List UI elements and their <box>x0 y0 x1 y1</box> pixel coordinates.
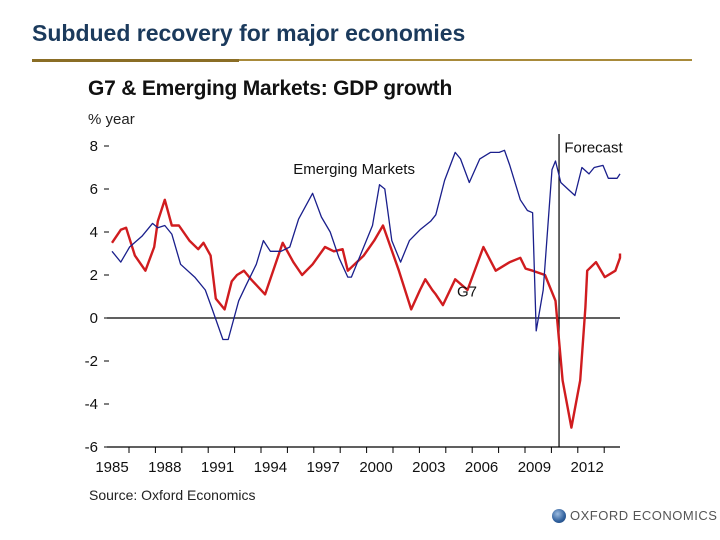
source-note: Source: Oxford Economics <box>89 487 256 503</box>
x-tick-label: 2012 <box>571 459 604 476</box>
x-tick-label: 1994 <box>254 459 287 476</box>
title-rule <box>32 59 692 61</box>
x-tick-label: 1997 <box>307 459 340 476</box>
title-rule-accent <box>32 59 239 62</box>
x-tick-label: 2006 <box>465 459 498 476</box>
x-axis: 1985 1988 1991 1994 1997 2000 2003 2006 2009 2012 <box>95 447 605 476</box>
y-tick-label: 4 <box>90 224 98 241</box>
annotation-forecast: Forecast <box>564 139 623 156</box>
x-tick-label: 1985 <box>95 459 128 476</box>
y-tick-label: -4 <box>85 396 98 413</box>
x-tick-label: 2003 <box>412 459 445 476</box>
series-line-g7 <box>111 198 622 429</box>
y-tick-label: -6 <box>85 439 98 456</box>
y-tick-label: 2 <box>90 267 98 284</box>
y-tick-label: 0 <box>90 310 98 327</box>
annotations: Forecast Emerging Markets G7 <box>293 139 623 300</box>
logo-text: OXFORD ECONOMICS <box>570 508 718 523</box>
x-tick-label: 1988 <box>148 459 181 476</box>
y-tick-label: 6 <box>90 181 98 198</box>
y-axis-unit-label: % year <box>88 111 135 128</box>
x-tick-label: 2009 <box>518 459 551 476</box>
annotation-emerging-markets: Emerging Markets <box>293 161 415 178</box>
y-tick-label: -2 <box>85 353 98 370</box>
x-tick-label: 2000 <box>359 459 392 476</box>
oxford-economics-logo: OXFORD ECONOMICS <box>552 508 717 523</box>
x-tick-label: 1991 <box>201 459 234 476</box>
series-line-emerging-markets <box>111 149 621 341</box>
annotation-g7: G7 <box>457 284 477 301</box>
globe-icon <box>552 508 566 523</box>
slide-title: Subdued recovery for major economies <box>32 20 466 46</box>
y-axis: 8 6 4 2 0 -2 -4 -6 <box>85 138 109 456</box>
y-tick-label: 8 <box>90 138 98 155</box>
chart-title: G7 & Emerging Markets: GDP growth <box>88 77 453 100</box>
